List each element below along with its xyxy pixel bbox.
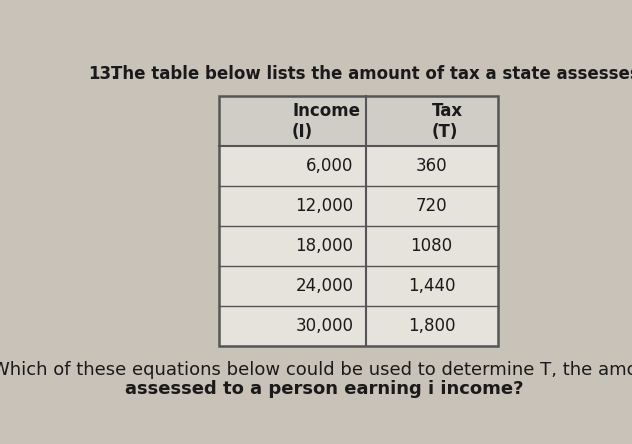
Text: 1,440: 1,440 xyxy=(408,277,456,295)
Text: The table below lists the amount of tax a state assesses for income.: The table below lists the amount of tax … xyxy=(111,65,632,83)
Text: 6,000: 6,000 xyxy=(306,157,353,175)
Bar xyxy=(219,96,498,146)
Text: assessed to a person earning i income?: assessed to a person earning i income? xyxy=(125,380,523,398)
Text: 18,000: 18,000 xyxy=(295,237,353,255)
Text: (T): (T) xyxy=(432,123,458,141)
Text: 360: 360 xyxy=(416,157,447,175)
Text: 13.: 13. xyxy=(88,65,118,83)
Text: 12,000: 12,000 xyxy=(295,197,353,215)
Text: Income: Income xyxy=(292,102,360,120)
Bar xyxy=(219,96,498,345)
Text: 1,800: 1,800 xyxy=(408,317,456,335)
Text: 30,000: 30,000 xyxy=(295,317,353,335)
Bar xyxy=(219,96,498,345)
Text: 24,000: 24,000 xyxy=(295,277,353,295)
Text: (I): (I) xyxy=(292,123,313,141)
Text: 720: 720 xyxy=(416,197,447,215)
Text: Which of these equations below could be used to determine T, the amour: Which of these equations below could be … xyxy=(0,361,632,379)
Text: Tax: Tax xyxy=(432,102,463,120)
Text: 1080: 1080 xyxy=(411,237,453,255)
